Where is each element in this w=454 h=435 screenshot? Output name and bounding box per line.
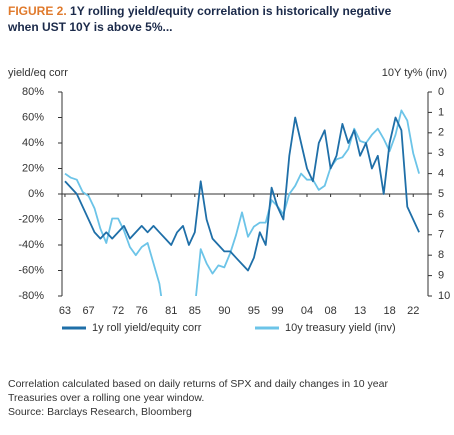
x-tick-label: 04 <box>301 305 313 317</box>
x-tick-label: 85 <box>189 305 201 317</box>
y-tick-label: 40% <box>22 137 44 149</box>
x-tick-label: 95 <box>248 305 260 317</box>
plot-area <box>64 109 420 296</box>
y2-tick-label: 9 <box>438 270 444 282</box>
y2-tick-label: 10 <box>438 290 450 302</box>
x-tick-label: 67 <box>82 305 94 317</box>
x-tick-label: 99 <box>271 305 283 317</box>
x-tick-label: 72 <box>112 305 124 317</box>
legend-label: 10y treasury yield (inv) <box>285 322 396 334</box>
y2-tick-label: 6 <box>438 208 444 220</box>
footnote: Correlation calculated based on daily re… <box>8 378 388 390</box>
y-tick-label: 0% <box>28 188 44 200</box>
y2-tick-label: 4 <box>438 168 444 180</box>
y-tick-label: -60% <box>18 264 44 276</box>
y2-tick-label: 0 <box>438 86 444 98</box>
source: Source: Barclays Research, Bloomberg <box>8 406 192 418</box>
y2-tick-label: 7 <box>438 229 444 241</box>
x-tick-label: 18 <box>384 305 396 317</box>
legend-label: 1y roll yield/equity corr <box>92 322 202 334</box>
series-line <box>64 109 420 296</box>
figure-label: FIGURE 2. <box>8 4 67 18</box>
title-line: 1Y rolling yield/equity correlation is h… <box>70 4 392 18</box>
series-line <box>64 116 420 272</box>
y-tick-label: -20% <box>18 213 44 225</box>
x-tick-label: 76 <box>136 305 148 317</box>
y-tick-label: -40% <box>18 239 44 251</box>
x-tick-label: 22 <box>407 305 419 317</box>
title-line: when UST 10Y is above 5%... <box>7 20 173 34</box>
y-tick-label: -80% <box>18 290 44 302</box>
y2-tick-label: 2 <box>438 127 444 139</box>
x-tick-label: 13 <box>354 305 366 317</box>
y2-tick-label: 8 <box>438 249 444 261</box>
y-axis-label: yield/eq corr <box>8 67 68 79</box>
x-tick-label: 90 <box>218 305 230 317</box>
y-tick-label: 60% <box>22 111 44 123</box>
y-tick-label: 20% <box>22 162 44 174</box>
y2-tick-label: 1 <box>438 106 444 118</box>
y2-axis-label: 10Y ty% (inv) <box>382 67 447 79</box>
x-tick-label: 63 <box>59 305 71 317</box>
y-tick-label: 80% <box>22 86 44 98</box>
y2-tick-label: 3 <box>438 147 444 159</box>
x-tick-label: 81 <box>165 305 177 317</box>
chart-title: FIGURE 2. 1Y rolling yield/equity correl… <box>8 4 392 18</box>
y2-tick-label: 5 <box>438 188 444 200</box>
x-tick-label: 08 <box>324 305 336 317</box>
footnote: Treasuries over a rolling one year windo… <box>8 392 204 404</box>
